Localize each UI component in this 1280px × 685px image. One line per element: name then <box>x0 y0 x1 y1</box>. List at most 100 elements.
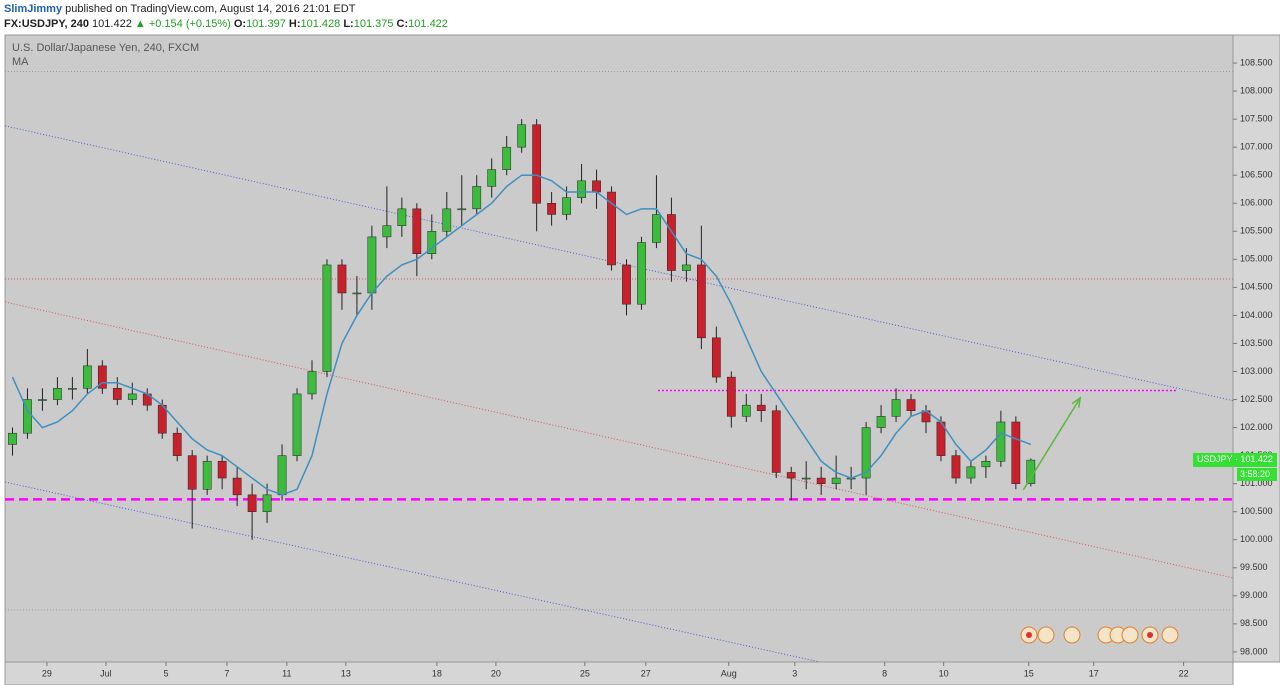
price-label-name: USDJPY <box>1197 454 1233 464</box>
candle-body <box>187 455 197 490</box>
candle-body <box>172 432 182 456</box>
y-tick-label: 105.500 <box>1240 226 1273 236</box>
x-tick-label: 10 <box>939 668 949 678</box>
candle-body <box>682 264 691 271</box>
ohlc-value: 101.375 <box>353 18 394 30</box>
ohlc-value: 101.397 <box>246 18 286 30</box>
candle-body <box>112 388 122 400</box>
change: ▲ +0.154 (+0.15%) <box>134 18 231 30</box>
candle-body <box>277 455 287 496</box>
candle-body <box>652 214 661 243</box>
candle-body <box>427 231 437 254</box>
event-icon[interactable] <box>1161 626 1179 644</box>
event-icon[interactable] <box>1037 626 1055 644</box>
candle-body <box>756 404 766 412</box>
event-icon <box>1026 632 1032 638</box>
y-tick-label: 108.500 <box>1240 57 1273 67</box>
candle-body <box>592 180 601 193</box>
y-tick-label: 100.500 <box>1240 506 1273 516</box>
y-tick-label: 106.500 <box>1240 170 1273 180</box>
x-tick-label: 15 <box>1024 668 1034 678</box>
candle-body <box>831 477 841 484</box>
x-tick-label: 18 <box>432 668 442 678</box>
candle-body <box>487 169 497 187</box>
last: 101.422 <box>92 18 132 30</box>
candle-body <box>951 455 961 479</box>
ohlc-value: 101.428 <box>300 18 341 30</box>
y-tick-label: 99.000 <box>1240 590 1268 600</box>
event-icons[interactable] <box>1020 626 1179 644</box>
y-tick-label: 108.000 <box>1240 85 1273 95</box>
time-axis <box>4 661 1234 685</box>
y-tick-label: 100.000 <box>1240 534 1273 544</box>
timer: 3:58:20 <box>1240 469 1270 479</box>
moving-average <box>11 174 1032 496</box>
candle-body <box>322 264 332 372</box>
author[interactable]: SlimJimmy <box>4 3 63 15</box>
candle-body <box>861 427 871 479</box>
candle-body <box>696 264 706 339</box>
candle-body <box>891 399 901 417</box>
candle-body <box>68 388 77 390</box>
candle-body <box>442 208 452 232</box>
candle-body <box>906 399 916 412</box>
y-tick-label: 103.500 <box>1240 338 1273 348</box>
x-tick-label: 20 <box>491 668 501 678</box>
candle-body <box>307 371 317 395</box>
timer-box <box>1237 467 1277 481</box>
candle-body <box>127 393 137 400</box>
trend-line <box>5 481 820 662</box>
candle-body <box>457 208 467 211</box>
candle-body <box>1011 421 1021 484</box>
y-tick-label: 107.500 <box>1240 113 1273 123</box>
event-icon[interactable] <box>1121 626 1139 644</box>
candle-body <box>667 214 676 271</box>
price-label-sep: · <box>1232 454 1240 464</box>
price-axis <box>1232 34 1280 663</box>
y-tick-label: 106.000 <box>1240 198 1273 208</box>
ohlc-label: C: <box>396 18 409 30</box>
candle-body <box>217 460 227 479</box>
price-label: USDJPY · 101.422 <box>1197 454 1273 464</box>
y-tick-label: 99.500 <box>1240 562 1268 572</box>
y-tick-label: 102.000 <box>1240 422 1273 432</box>
candle-body <box>337 264 347 294</box>
candle-body <box>367 236 377 294</box>
x-tick-label: 25 <box>580 668 590 678</box>
x-tick-label: 27 <box>641 668 651 678</box>
candle-body <box>202 460 212 490</box>
y-tick-label: 104.500 <box>1240 282 1273 292</box>
symbol: FX:USDJPY, 240 <box>4 18 89 30</box>
header: SlimJimmy published on TradingView.com, … <box>4 2 448 32</box>
candle-body <box>382 225 392 238</box>
ohlc-value: 101.422 <box>408 18 448 30</box>
candle-body <box>771 410 781 473</box>
ohlc: O:101.397 H:101.428 L:101.375 C:101.422 <box>234 18 448 30</box>
candle-body <box>562 197 571 215</box>
x-tick-label: 11 <box>282 668 291 678</box>
y-tick-label: 101.000 <box>1240 478 1273 488</box>
candle-body <box>532 124 542 204</box>
publish-line: SlimJimmy published on TradingView.com, … <box>4 2 448 17</box>
quote-line: FX:USDJPY, 240 101.422 ▲ +0.154 (+0.15%)… <box>4 17 448 32</box>
price-label-box <box>1193 452 1277 467</box>
y-tick-label: 105.000 <box>1240 254 1273 264</box>
plot-area <box>4 34 1234 663</box>
event-icon[interactable] <box>1063 626 1081 644</box>
candle-body <box>547 202 556 215</box>
ohlc-label: H: <box>288 18 301 30</box>
x-tick-label: 22 <box>1179 668 1189 678</box>
candle-body <box>577 180 586 198</box>
candle-body <box>8 432 17 445</box>
candle-body <box>352 292 362 295</box>
candle-body <box>816 477 826 484</box>
candle-body <box>622 264 631 305</box>
candle-body <box>472 186 482 210</box>
y-tick-label: 98.500 <box>1240 618 1268 628</box>
candle-body <box>637 242 646 305</box>
ohlc-label: O: <box>233 18 247 30</box>
x-tick-label: 29 <box>42 668 52 678</box>
x-tick-label: Jul <box>100 668 112 678</box>
indicator-label: MA <box>12 56 29 68</box>
